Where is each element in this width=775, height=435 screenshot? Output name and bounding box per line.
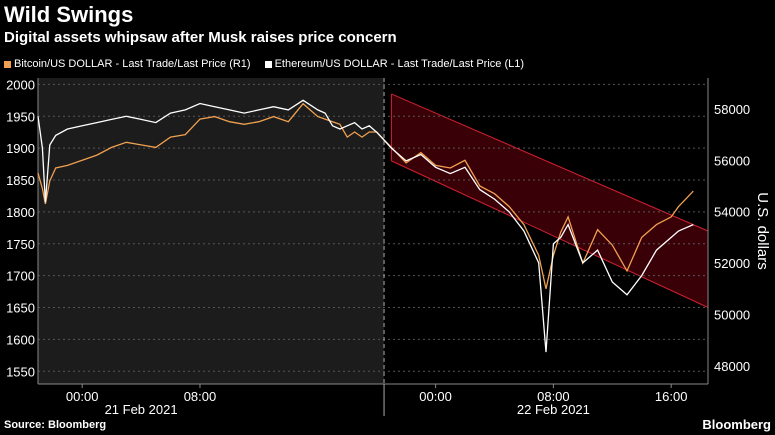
chart-title: Wild Swings [4,2,134,27]
shaded-region [38,78,385,384]
left-tick-label: 1950 [6,109,35,124]
series-line-ethereum [37,99,694,353]
date-label: 22 Feb 2021 [517,402,590,417]
channel-upper-line [391,93,709,232]
bloomberg-logo: Bloomberg [702,417,771,432]
x-tick-label: 00:00 [66,389,99,404]
left-tick-label: 1850 [6,173,35,188]
legend-label-ethereum: Ethereum/US DOLLAR - Last Trade/Last Pri… [274,58,525,70]
source-note: Source: Bloomberg [4,419,107,431]
right-tick-label: 58000 [714,102,750,117]
left-tick-label: 1800 [6,205,35,220]
left-tick-label: 1900 [6,141,35,156]
right-tick-label: 56000 [714,153,750,168]
left-tick-label: 1650 [6,301,35,316]
right-tick-label: 48000 [714,359,750,374]
right-axis-label: U.S. dollars [754,192,771,270]
channel-lower-line [391,160,709,308]
left-tick-label: 2000 [6,77,35,92]
legend-item-bitcoin: Bitcoin/US DOLLAR - Last Trade/Last Pric… [4,58,251,70]
left-tick-label: 1750 [6,237,35,252]
x-tick-label: 00:00 [419,389,452,404]
legend-label-bitcoin: Bitcoin/US DOLLAR - Last Trade/Last Pric… [14,58,251,70]
right-tick-label: 52000 [714,256,750,271]
x-tick-label: 08:00 [184,389,217,404]
legend: Bitcoin/US DOLLAR - Last Trade/Last Pric… [4,58,524,70]
trend-channel [391,93,708,308]
left-tick-label: 1550 [6,364,35,379]
date-label: 21 Feb 2021 [105,402,178,417]
left-tick-label: 1700 [6,269,35,284]
chart-subtitle: Digital assets whipsaw after Musk raises… [4,29,397,46]
right-tick-label: 54000 [714,205,750,220]
x-tick-label: 08:00 [537,389,570,404]
legend-swatch-bitcoin [4,60,11,68]
right-tick-label: 50000 [714,308,750,323]
legend-item-ethereum: Ethereum/US DOLLAR - Last Trade/Last Pri… [264,58,525,70]
x-tick-label: 16:00 [655,389,688,404]
legend-swatch-ethereum [264,60,272,68]
left-tick-label: 1600 [6,332,35,347]
